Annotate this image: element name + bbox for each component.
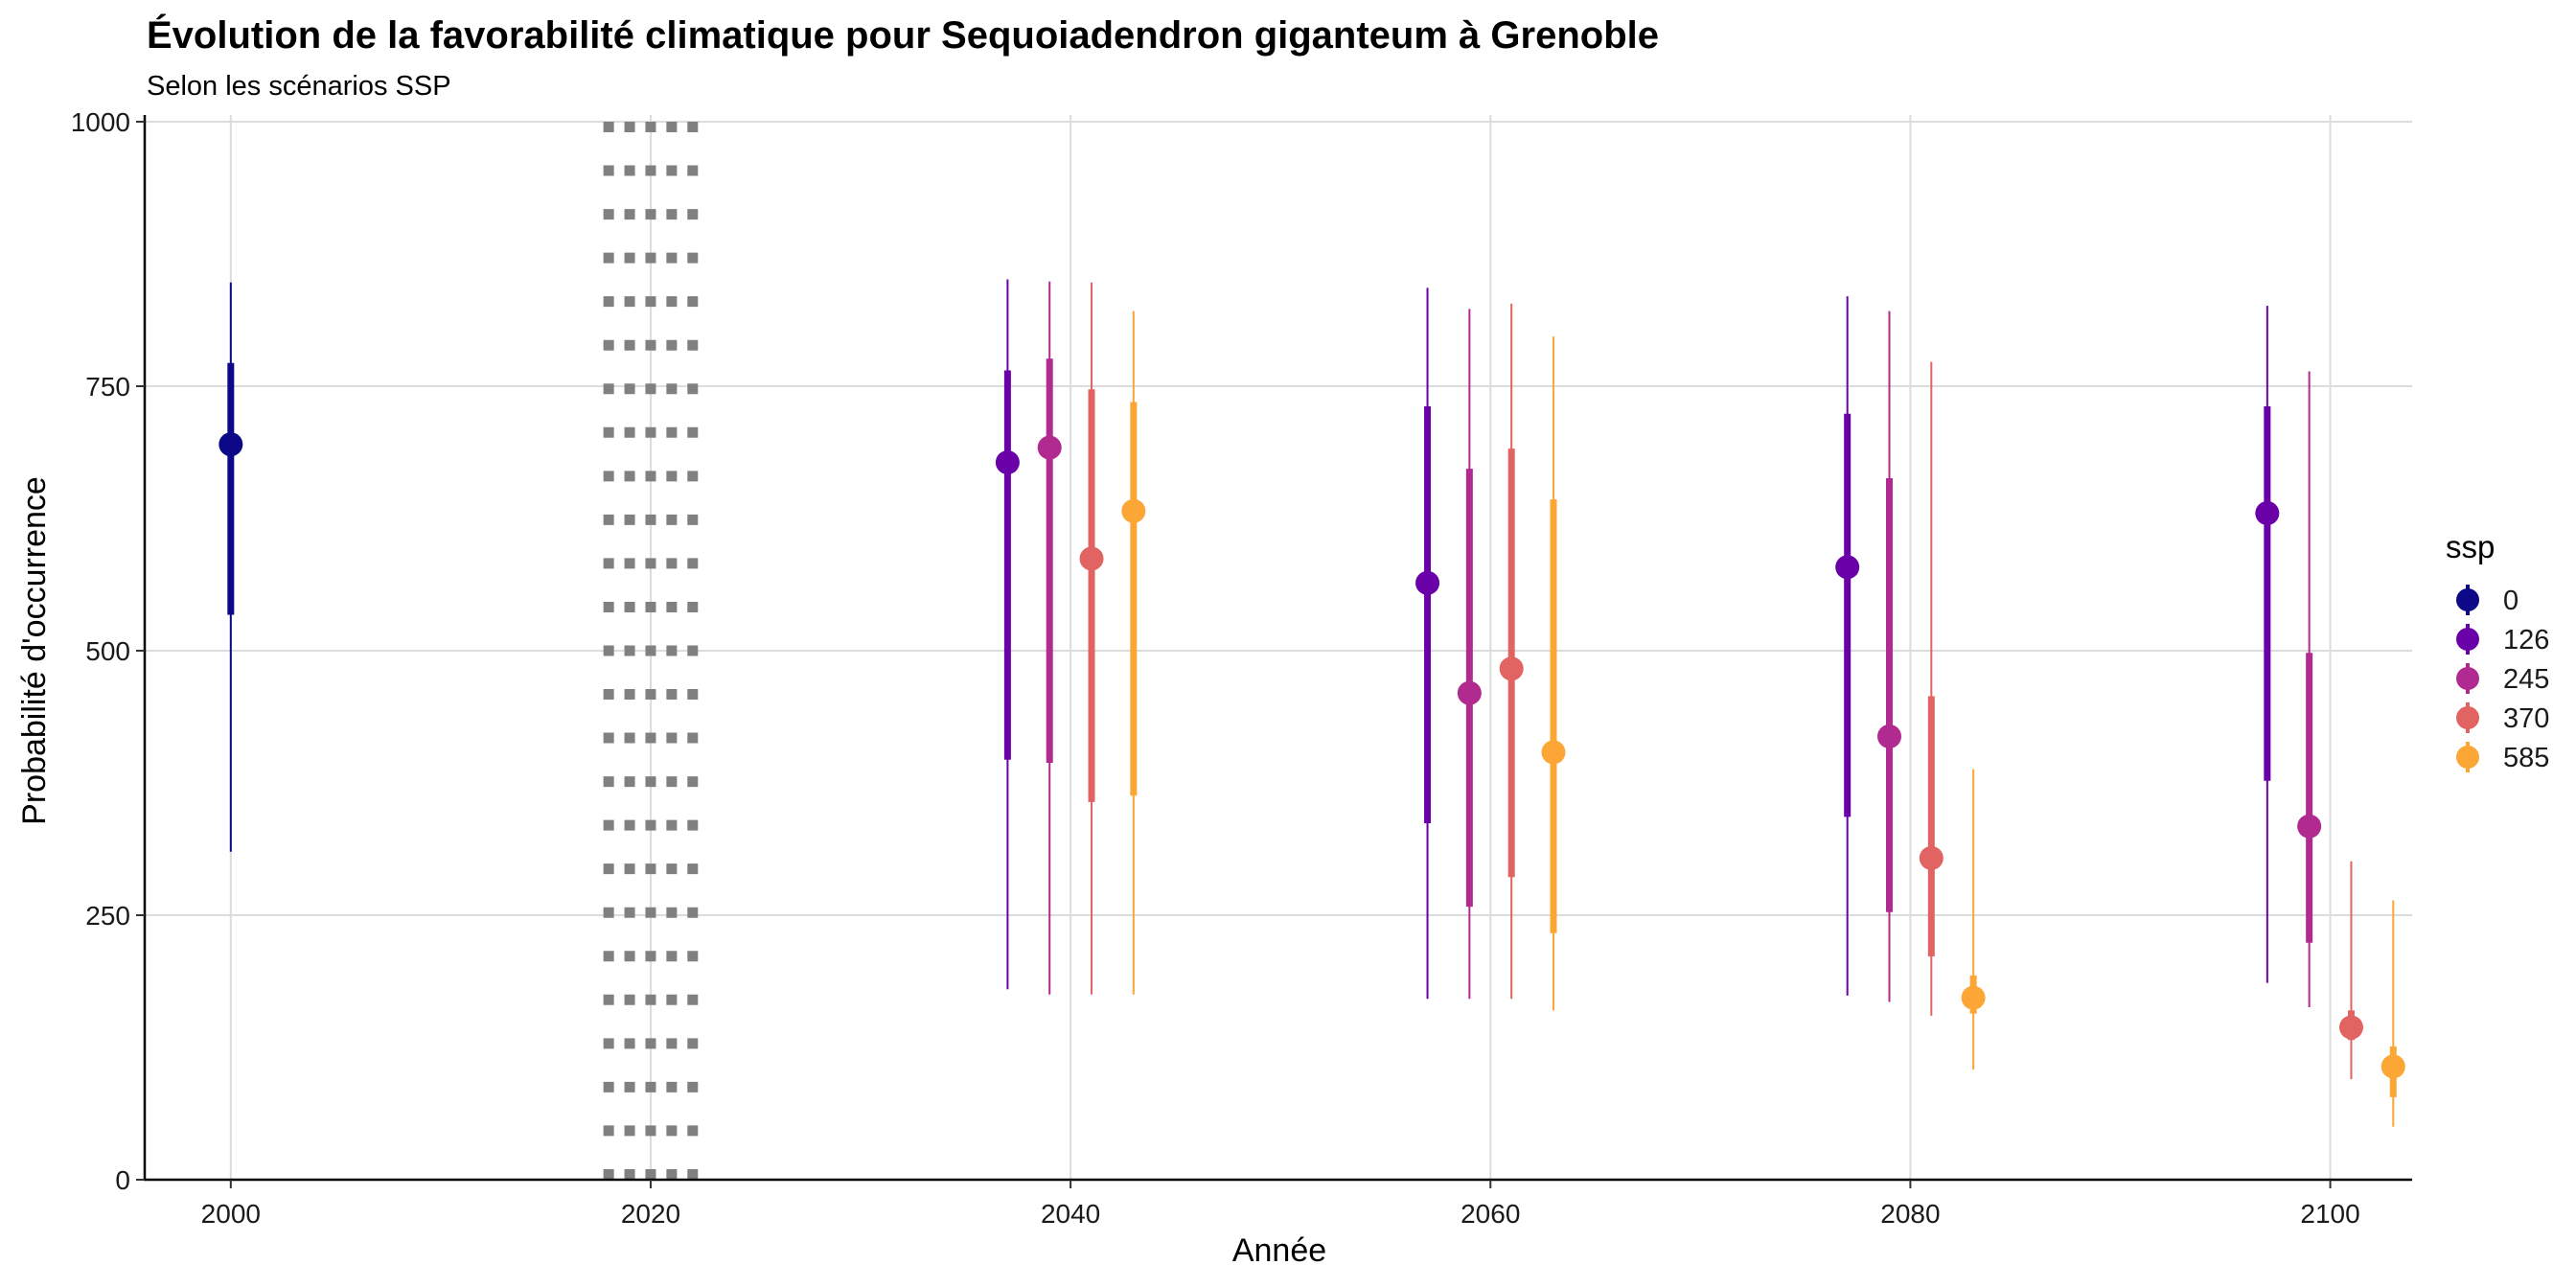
data-point-ssp245-2079: [1877, 724, 1902, 748]
reference-lines: [603, 122, 699, 1180]
series-ssp-370: [1079, 282, 2363, 1080]
series-ssp-126: [995, 279, 2280, 1000]
data-point-ssp126-2037: [995, 449, 1020, 474]
legend-label-0: 0: [2503, 586, 2518, 616]
data-point-ssp585-2043: [1121, 498, 1146, 523]
legend-item-0: 0: [2456, 585, 2518, 616]
data-marks: [218, 279, 2405, 1127]
legend-key-585: [2456, 742, 2479, 772]
data-point-ssp245-2099: [2297, 814, 2322, 839]
legend-key-point: [2456, 746, 2479, 769]
data-point-ssp585-2103: [2380, 1054, 2405, 1079]
x-axis-title: Année: [1232, 1232, 1326, 1269]
data-point-ssp370-2041: [1079, 546, 1104, 571]
x-tick-label: 2100: [2300, 1199, 2359, 1229]
legend-key-point: [2456, 588, 2479, 611]
series-ssp-585: [1121, 310, 2405, 1127]
legend-key-370: [2456, 702, 2479, 733]
legend-item-585: 585: [2456, 742, 2549, 773]
data-point-ssp585-2063: [1541, 740, 1566, 765]
legend-title: ssp: [2446, 529, 2495, 564]
y-tick-label: 0: [115, 1165, 130, 1195]
y-axis-title: Probabilité d'occurrence: [16, 476, 53, 825]
y-tick-label: 750: [85, 372, 130, 402]
series-ssp-245: [1037, 281, 2322, 1008]
legend-key-point: [2456, 667, 2479, 690]
x-tick-label: 2060: [1460, 1199, 1520, 1229]
data-point-ssp126-2097: [2255, 500, 2280, 525]
chart-title: Évolution de la favorabilité climatique …: [147, 13, 1659, 57]
x-tick-label: 2020: [621, 1199, 680, 1229]
data-point-ssp245-2059: [1457, 680, 1482, 705]
legend-label-126: 126: [2503, 625, 2549, 656]
data-point-ssp370-2061: [1499, 656, 1524, 681]
x-tick-label: 2000: [201, 1199, 261, 1229]
legend-key-point: [2456, 706, 2479, 729]
data-point-ssp245-2039: [1037, 435, 1062, 460]
legend-label-585: 585: [2503, 743, 2549, 773]
legend-key-point: [2456, 628, 2479, 651]
legend-item-245: 245: [2456, 663, 2549, 695]
data-point-ssp126-2057: [1415, 570, 1440, 595]
y-tick-label: 250: [85, 901, 130, 931]
y-tick-label: 500: [85, 636, 130, 666]
legend-key-0: [2456, 585, 2479, 615]
legend-item-126: 126: [2456, 624, 2549, 656]
data-point-ssp126-2077: [1835, 555, 1860, 580]
legend-label-370: 370: [2503, 703, 2549, 734]
x-tick-label: 2080: [1880, 1199, 1940, 1229]
legend-label-245: 245: [2503, 664, 2549, 695]
y-tick-label: 1000: [71, 107, 130, 137]
data-point-ssp0-2000: [218, 432, 243, 457]
x-tick-label: 2040: [1041, 1199, 1100, 1229]
legend-key-126: [2456, 624, 2479, 655]
chart-subtitle: Selon les scénarios SSP: [147, 71, 451, 102]
legend-item-370: 370: [2456, 702, 2549, 734]
legend-key-245: [2456, 663, 2479, 694]
legend: ssp 0 126 245 370 585: [2446, 529, 2549, 773]
axes: 2000 2020 2040 2060 2080 2100 0 250 500 750 1000: [71, 107, 2412, 1229]
data-point-ssp370-2081: [1919, 845, 1944, 870]
data-point-ssp370-2101: [2338, 1015, 2363, 1040]
series-ssp-0: [218, 282, 243, 852]
data-point-ssp585-2083: [1961, 985, 1986, 1010]
